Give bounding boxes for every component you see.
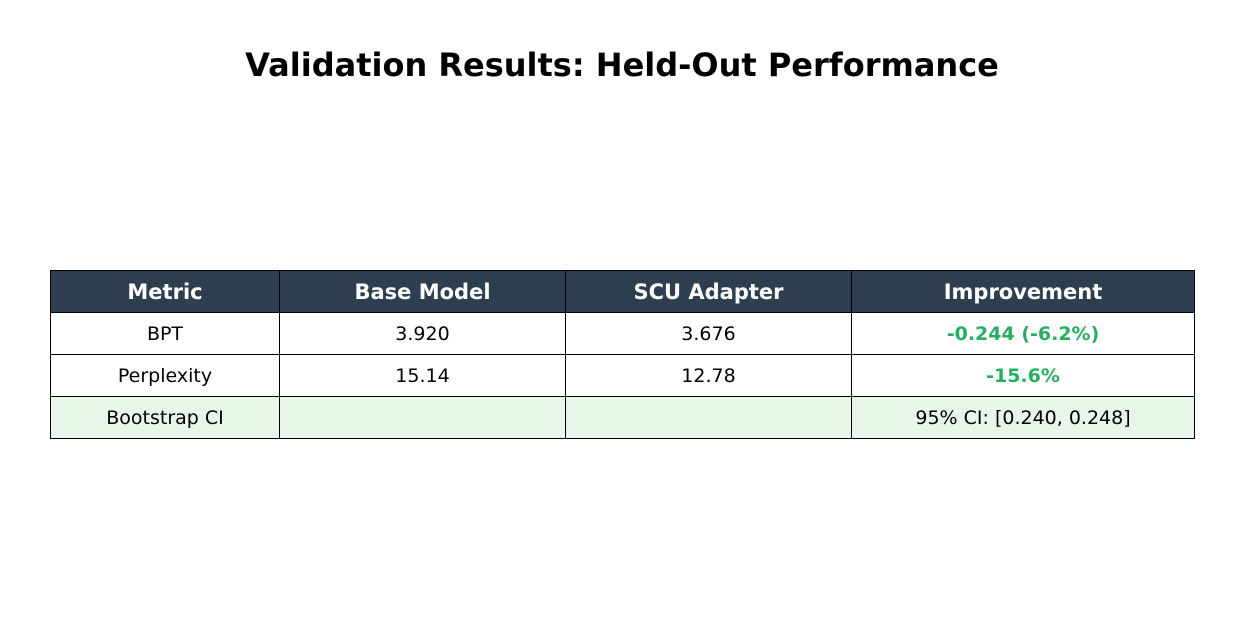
column-header-improvement: Improvement xyxy=(851,270,1195,313)
cell-metric: Perplexity xyxy=(50,354,280,397)
column-header-scu-adapter: SCU Adapter xyxy=(565,270,852,313)
table-row: BPT 3.920 3.676 -0.244 (-6.2%) xyxy=(50,312,1195,355)
cell-scu-adapter: 3.676 xyxy=(565,312,852,355)
cell-base-model: 3.920 xyxy=(279,312,566,355)
cell-improvement: -0.244 (-6.2%) xyxy=(851,312,1195,355)
cell-scu-adapter xyxy=(565,396,852,439)
cell-scu-adapter: 12.78 xyxy=(565,354,852,397)
results-table: Metric Base Model SCU Adapter Improvemen… xyxy=(50,270,1195,439)
cell-base-model: 15.14 xyxy=(279,354,566,397)
column-header-base-model: Base Model xyxy=(279,270,566,313)
cell-metric: BPT xyxy=(50,312,280,355)
table-row: Bootstrap CI 95% CI: [0.240, 0.248] xyxy=(50,396,1195,439)
chart-title: Validation Results: Held-Out Performance xyxy=(245,46,999,84)
header-row: Metric Base Model SCU Adapter Improvemen… xyxy=(50,270,1195,313)
cell-improvement: -15.6% xyxy=(851,354,1195,397)
column-header-metric: Metric xyxy=(50,270,280,313)
cell-base-model xyxy=(279,396,566,439)
cell-metric: Bootstrap CI xyxy=(50,396,280,439)
cell-improvement: 95% CI: [0.240, 0.248] xyxy=(851,396,1195,439)
table-row: Perplexity 15.14 12.78 -15.6% xyxy=(50,354,1195,397)
